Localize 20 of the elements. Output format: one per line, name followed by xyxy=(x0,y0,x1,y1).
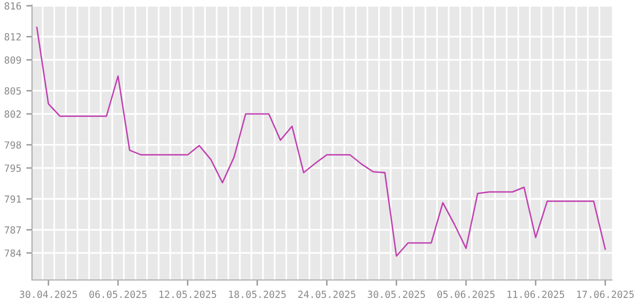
x-tick-label: 24.05.2025 xyxy=(298,290,356,298)
y-tick-label: 798 xyxy=(4,141,21,149)
y-tick-label: 795 xyxy=(4,164,21,172)
x-tick-label: 18.05.2025 xyxy=(229,290,286,298)
x-tick-label: 30.04.2025 xyxy=(20,290,77,298)
y-tick-label: 787 xyxy=(4,226,21,234)
y-tick-label: 816 xyxy=(4,2,21,10)
x-tick-label: 12.05.2025 xyxy=(160,290,216,298)
x-tick-label: 06.05.2025 xyxy=(89,290,147,298)
x-tick-label: 30.05.2025 xyxy=(368,290,425,298)
y-tick-label: 791 xyxy=(4,195,21,203)
x-tick-label: 05.06.2025 xyxy=(437,290,495,298)
y-tick-label: 802 xyxy=(4,110,21,118)
y-tick-label: 805 xyxy=(4,87,21,95)
y-tick-label: 812 xyxy=(4,33,21,41)
x-tick-label: 11.06.2025 xyxy=(508,290,564,298)
line-series xyxy=(36,26,606,257)
x-tick-label: 17.06.2025 xyxy=(577,290,634,298)
y-tick-label: 809 xyxy=(4,56,21,64)
y-tick-label: 784 xyxy=(4,249,22,257)
